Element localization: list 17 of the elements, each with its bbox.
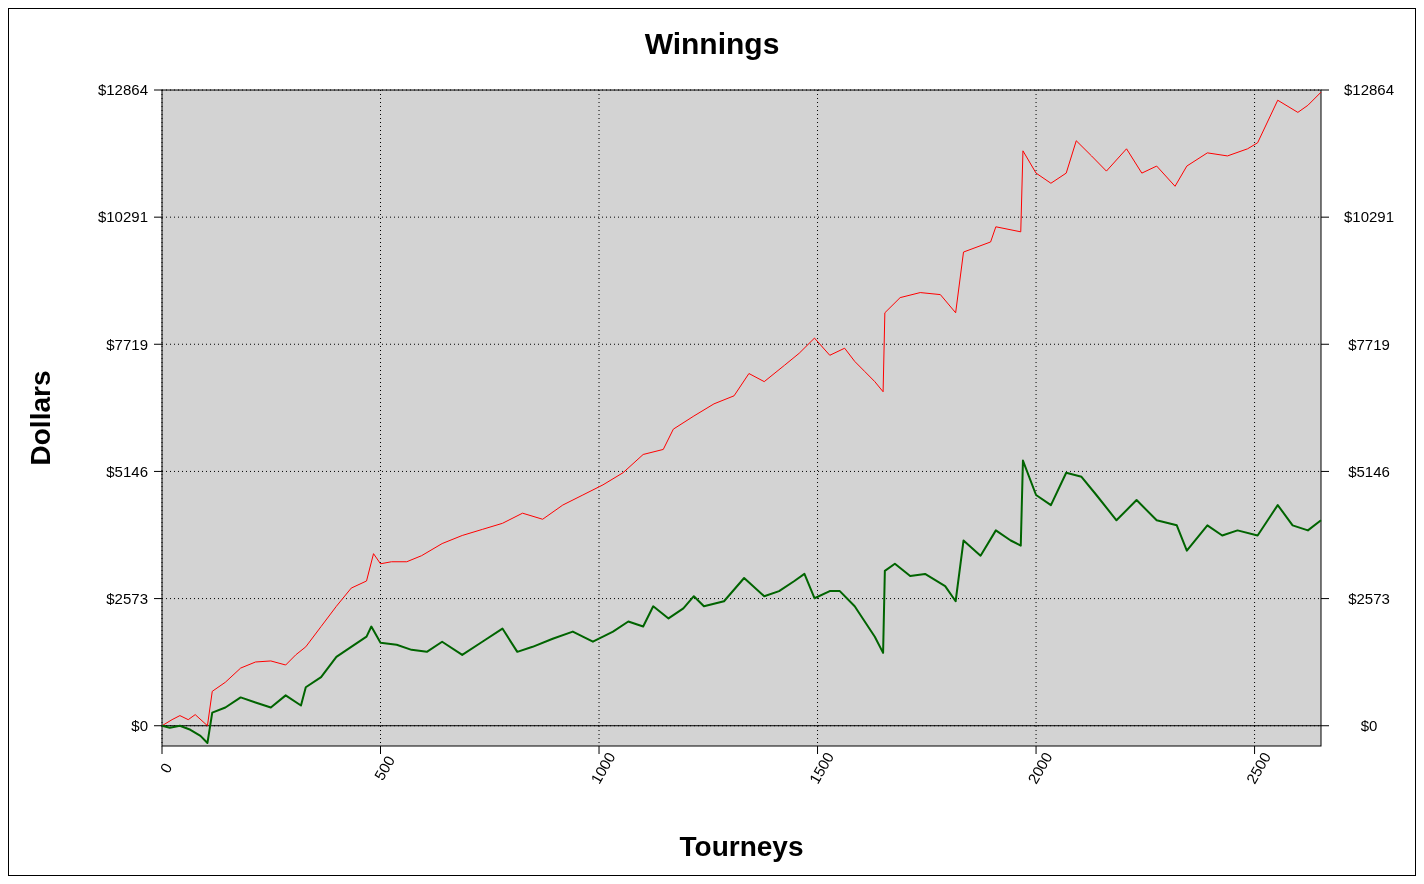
y-tick-label: $5146 [106, 462, 148, 480]
y2-tick-label: $10291 [1343, 208, 1395, 226]
y-tick-label: $12864 [97, 81, 148, 99]
y-axis-title: Dollars [25, 370, 56, 466]
y-tick-label: $2573 [106, 589, 148, 607]
x-axis-title: Tourneys [679, 831, 804, 862]
y-tick-label: $0 [131, 716, 148, 734]
y2-tick-label: $12864 [1343, 81, 1395, 99]
chart-title: Winnings [644, 27, 780, 60]
y-tick-label: $7719 [106, 335, 148, 353]
y2-tick-label: $5146 [1348, 462, 1390, 480]
x-tick-label: 500 [370, 752, 398, 783]
y2-tick-label: $2573 [1348, 589, 1390, 607]
y2-tick-label: $0 [1360, 716, 1378, 734]
x-tick-label: 0 [156, 760, 176, 776]
y-tick-label: $10291 [97, 208, 148, 226]
y2-tick-label: $7719 [1348, 335, 1390, 353]
